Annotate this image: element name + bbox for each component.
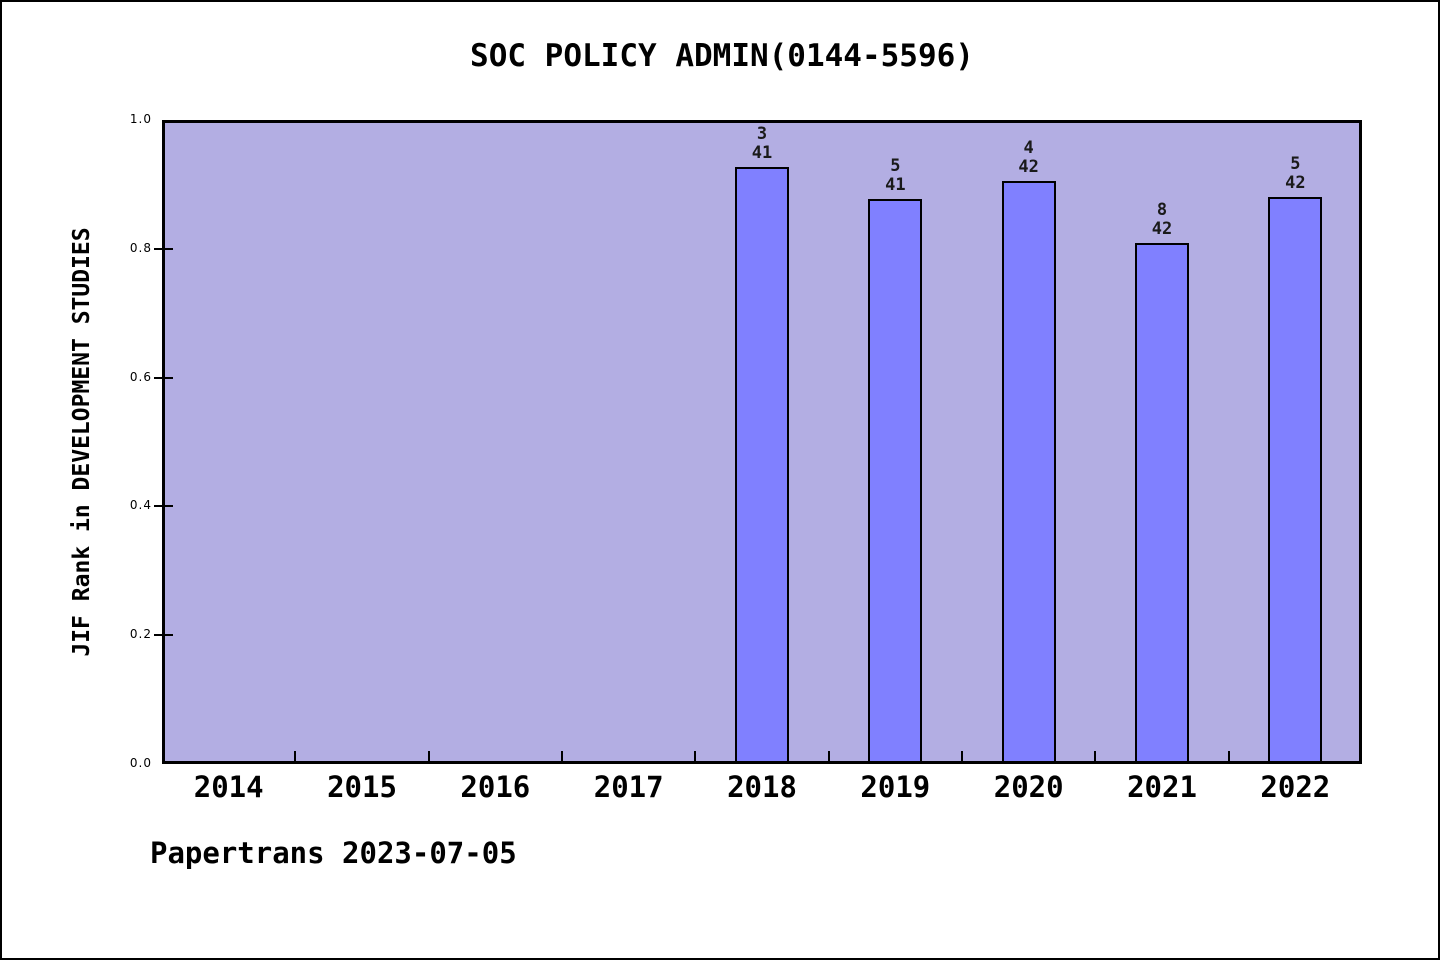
y-tick-label: 0.0 — [129, 756, 152, 770]
x-tick-label: 2017 — [593, 770, 664, 804]
x-boundary-tick — [427, 751, 430, 761]
bar-rank: 5 — [890, 155, 901, 176]
bar-rank: 4 — [1023, 138, 1034, 159]
x-tick-label: 2014 — [193, 770, 264, 804]
bar-rank: 8 — [1156, 199, 1168, 220]
bar-2018 — [735, 167, 789, 761]
bar-value-label-2019: 5 41 — [850, 155, 940, 195]
bar-2021 — [1135, 242, 1189, 761]
footer-watermark: Papertrans 2023-07-05 — [150, 836, 517, 870]
y-tick-mark — [154, 247, 173, 250]
bar-2022 — [1268, 196, 1323, 761]
x-boundary-tick — [961, 751, 963, 761]
x-tick-label: 2016 — [460, 770, 531, 804]
y-axis-title: JIF Rank in DEVELOPMENT STUDIES — [69, 227, 95, 657]
bar-total: 41 — [751, 143, 773, 164]
bar-total: 41 — [885, 174, 906, 195]
bar-value-label-2021: 8 42 — [1117, 199, 1207, 239]
plot-area — [162, 120, 1362, 764]
x-boundary-tick — [694, 751, 697, 761]
x-boundary-tick — [1227, 751, 1230, 761]
y-tick-mark — [154, 505, 173, 508]
bar-2019 — [868, 198, 923, 761]
x-boundary-tick — [827, 751, 830, 761]
bar-rank: 5 — [1290, 153, 1301, 174]
x-boundary-tick — [294, 751, 297, 761]
bar-value-label-2018: 3 41 — [717, 125, 807, 163]
y-tick-label: 0.8 — [129, 240, 152, 255]
y-tick-label: 0.4 — [129, 498, 152, 513]
x-tick-label: 2021 — [1127, 770, 1197, 804]
bar-total: 42 — [1151, 218, 1173, 239]
bar-rank: 3 — [756, 124, 768, 145]
x-tick-label: 2019 — [860, 770, 931, 804]
bar-total: 42 — [1018, 157, 1039, 178]
y-tick-label: 0.2 — [129, 627, 152, 642]
bar-2020 — [1001, 181, 1056, 761]
bar-value-label-2020: 4 42 — [984, 139, 1074, 177]
y-tick-mark — [154, 376, 173, 379]
x-tick-label: 2015 — [327, 770, 397, 804]
x-tick-label: 2018 — [727, 770, 797, 804]
x-tick-label: 2020 — [993, 770, 1064, 804]
x-tick-label: 2022 — [1260, 770, 1331, 804]
y-tick-mark — [154, 634, 173, 637]
chart-title: SOC POLICY ADMIN(0144-5596) — [470, 38, 974, 74]
bar-total: 42 — [1285, 172, 1306, 193]
x-boundary-tick — [561, 751, 563, 761]
bar-value-label-2022: 5 42 — [1250, 153, 1340, 193]
x-boundary-tick — [1094, 751, 1097, 761]
y-tick-label: 1.0 — [129, 112, 152, 126]
y-tick-label: 0.6 — [129, 369, 152, 384]
